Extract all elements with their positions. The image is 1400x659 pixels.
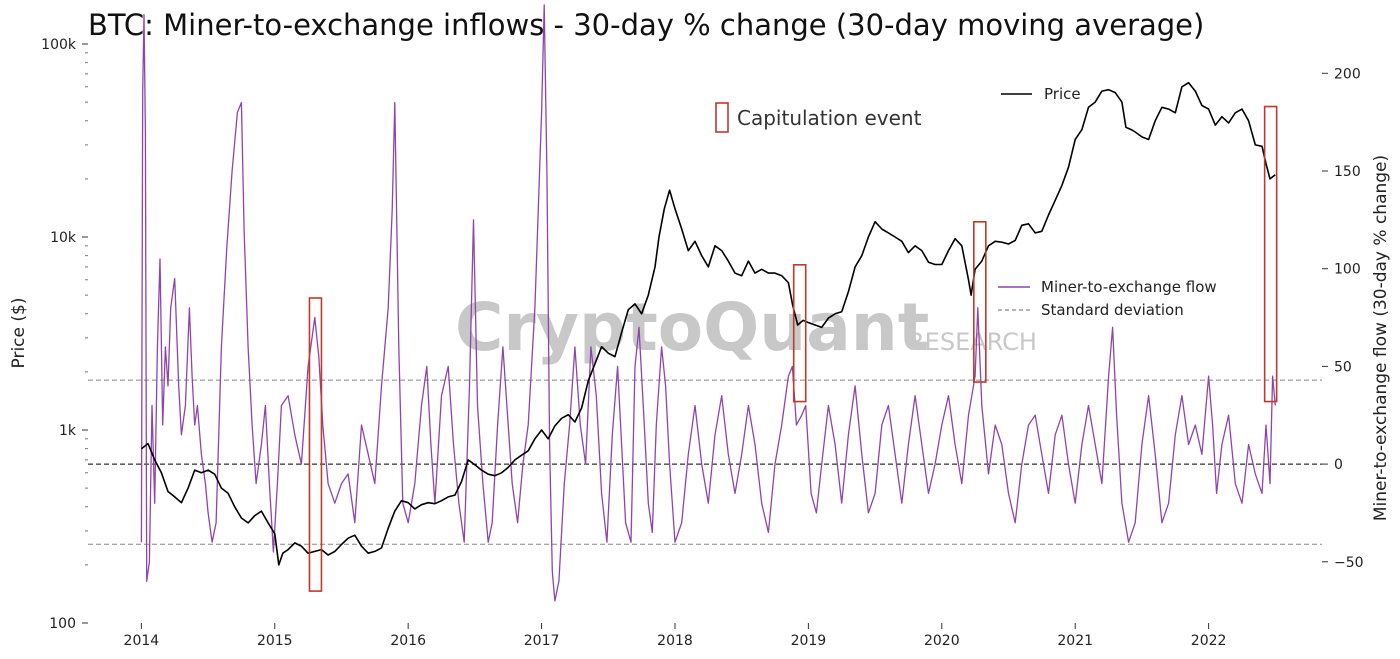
y-right-tick-label: −50	[1334, 555, 1364, 571]
y-right-tick-label: 150	[1334, 164, 1361, 180]
capitulation-event-box	[308, 297, 323, 592]
x-tick-label: 2021	[1057, 633, 1093, 649]
x-tick-label: 2020	[924, 633, 960, 649]
capitulation-legend-label: Capitulation event	[737, 106, 922, 130]
capitulation-legend: Capitulation event	[715, 102, 922, 133]
right-axis: −50 0 50 100 150 200	[1322, 66, 1364, 571]
chart-title: BTC: Miner-to-exchange inflows - 30-day …	[88, 8, 1204, 42]
y-right-axis-label: Miner-to-exchange flow (30-day % change)	[1371, 155, 1391, 521]
legend-flow: Miner-to-exchange flow Standard deviatio…	[998, 278, 1217, 319]
capitulation-event-box	[973, 221, 987, 383]
legend-price: Price	[1001, 85, 1081, 103]
capitulation-legend-swatch	[715, 102, 729, 133]
x-tick-label: 2018	[657, 633, 693, 649]
legend-price-label: Price	[1044, 85, 1081, 103]
watermark-sub: RESEARCH	[908, 328, 1037, 356]
capitulation-event-box	[1263, 105, 1278, 403]
x-tick-label: 2016	[390, 633, 426, 649]
x-tick-label: 2019	[791, 633, 827, 649]
watermark-main: CryptoQuant	[455, 289, 929, 366]
x-tick-label: 2022	[1191, 633, 1227, 649]
price-line	[140, 81, 1276, 566]
legend-flow-label: Miner-to-exchange flow	[1041, 278, 1217, 296]
x-axis: 2014 2015 2016 2017 2018 2019 2020 2021 2022	[124, 623, 1227, 649]
capitulation-event-box	[792, 263, 807, 403]
miner-flow-line	[140, 4, 1276, 602]
left-axis: 100 1k 10k 100k	[41, 37, 88, 632]
legend-std-label: Standard deviation	[1041, 301, 1184, 319]
y-left-tick-label: 100	[49, 616, 76, 632]
capitulation-events	[308, 105, 1278, 592]
watermark: CryptoQuant RESEARCH	[455, 289, 1037, 366]
y-left-tick-label: 100k	[41, 37, 77, 53]
y-left-tick-label: 10k	[50, 230, 77, 246]
y-right-tick-label: 200	[1334, 66, 1361, 82]
y-right-tick-label: 100	[1334, 262, 1361, 278]
y-left-tick-label: 1k	[59, 423, 77, 439]
y-right-tick-label: 50	[1334, 359, 1352, 375]
x-tick-label: 2014	[124, 633, 160, 649]
y-right-tick-label: 0	[1334, 457, 1343, 473]
x-tick-label: 2017	[524, 633, 560, 649]
y-left-axis-label: Price ($)	[9, 298, 29, 369]
x-tick-label: 2015	[257, 633, 293, 649]
series-layer	[140, 4, 1276, 602]
reference-lines	[88, 379, 1322, 545]
